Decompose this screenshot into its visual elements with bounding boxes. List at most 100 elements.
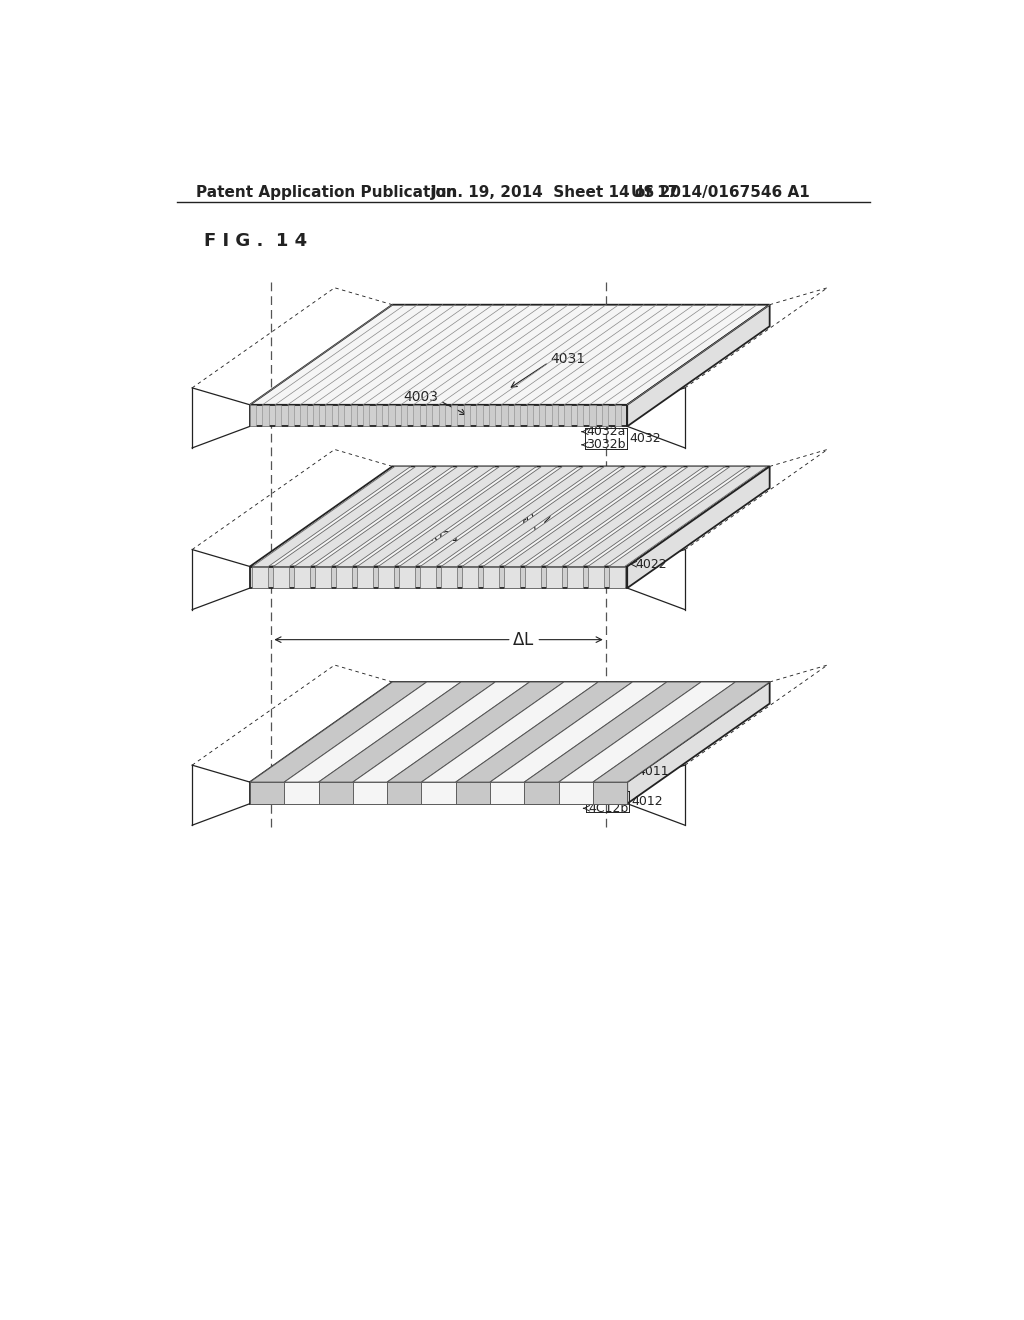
Polygon shape (387, 781, 422, 804)
Polygon shape (483, 566, 499, 589)
Text: 4032a: 4032a (587, 425, 626, 438)
Polygon shape (250, 405, 256, 426)
Text: 4011: 4011 (637, 764, 669, 777)
Polygon shape (350, 405, 356, 426)
Polygon shape (250, 466, 770, 566)
Text: US 2014/0167546 A1: US 2014/0167546 A1 (631, 185, 810, 201)
Polygon shape (456, 682, 633, 781)
Text: $\Delta$L: $\Delta$L (512, 631, 535, 648)
Polygon shape (524, 682, 701, 781)
Polygon shape (483, 466, 641, 566)
Polygon shape (628, 682, 770, 804)
Text: 4032: 4032 (630, 432, 662, 445)
Polygon shape (502, 405, 508, 426)
Polygon shape (588, 466, 746, 566)
Text: 4012: 4012 (631, 795, 663, 808)
Polygon shape (420, 466, 579, 566)
Polygon shape (300, 405, 306, 426)
Polygon shape (504, 466, 663, 566)
Polygon shape (441, 466, 599, 566)
Polygon shape (552, 405, 558, 426)
Polygon shape (353, 781, 387, 804)
Polygon shape (357, 566, 373, 589)
Polygon shape (593, 682, 770, 781)
Polygon shape (438, 405, 444, 426)
Text: 4022: 4022 (635, 557, 667, 570)
Polygon shape (399, 466, 557, 566)
Polygon shape (336, 466, 495, 566)
Polygon shape (312, 405, 319, 426)
Polygon shape (422, 682, 598, 781)
Polygon shape (326, 405, 332, 426)
Text: 4001: 4001 (543, 723, 578, 737)
Polygon shape (250, 305, 770, 405)
Polygon shape (593, 781, 628, 804)
Polygon shape (414, 405, 420, 426)
Polygon shape (273, 466, 432, 566)
Polygon shape (452, 405, 458, 426)
Text: 4003: 4003 (403, 391, 438, 404)
Polygon shape (294, 566, 310, 589)
Polygon shape (526, 405, 532, 426)
Polygon shape (490, 781, 524, 804)
Polygon shape (488, 405, 496, 426)
Polygon shape (525, 566, 541, 589)
Polygon shape (364, 405, 370, 426)
Polygon shape (567, 566, 583, 589)
Polygon shape (250, 566, 628, 589)
Polygon shape (399, 566, 415, 589)
Polygon shape (253, 566, 268, 589)
Polygon shape (426, 405, 432, 426)
Text: 3032b: 3032b (587, 438, 626, 451)
Polygon shape (400, 405, 408, 426)
Polygon shape (490, 682, 667, 781)
Polygon shape (388, 405, 394, 426)
Polygon shape (628, 466, 770, 589)
Text: 4002: 4002 (517, 512, 552, 525)
Polygon shape (338, 405, 344, 426)
Polygon shape (378, 466, 537, 566)
Polygon shape (525, 466, 683, 566)
Polygon shape (514, 405, 520, 426)
Polygon shape (462, 466, 621, 566)
Polygon shape (353, 682, 529, 781)
Polygon shape (524, 781, 559, 804)
Polygon shape (628, 305, 770, 426)
Polygon shape (336, 566, 352, 589)
Polygon shape (456, 781, 490, 804)
Polygon shape (315, 466, 474, 566)
Polygon shape (540, 405, 546, 426)
Polygon shape (559, 781, 593, 804)
Text: 4031: 4031 (550, 351, 586, 366)
Polygon shape (250, 781, 285, 804)
Polygon shape (420, 566, 436, 589)
Text: 4C12b: 4C12b (588, 801, 628, 814)
Polygon shape (546, 466, 705, 566)
Polygon shape (504, 566, 520, 589)
Polygon shape (250, 682, 770, 781)
Polygon shape (546, 566, 562, 589)
Polygon shape (602, 405, 608, 426)
Polygon shape (288, 405, 294, 426)
Text: F I G .  1 4: F I G . 1 4 (204, 231, 307, 249)
Polygon shape (608, 466, 767, 566)
Polygon shape (387, 682, 564, 781)
Polygon shape (376, 405, 382, 426)
Text: 4012a: 4012a (588, 788, 628, 801)
Polygon shape (577, 405, 584, 426)
Polygon shape (262, 405, 268, 426)
Polygon shape (588, 566, 604, 589)
Polygon shape (590, 405, 596, 426)
Polygon shape (318, 682, 496, 781)
Polygon shape (273, 566, 290, 589)
Polygon shape (559, 682, 735, 781)
Text: 4021: 4021 (425, 531, 461, 544)
Polygon shape (441, 566, 457, 589)
Polygon shape (614, 405, 621, 426)
Polygon shape (476, 405, 482, 426)
Polygon shape (315, 566, 331, 589)
Polygon shape (608, 566, 625, 589)
Polygon shape (285, 781, 318, 804)
Polygon shape (567, 466, 725, 566)
Polygon shape (464, 405, 470, 426)
